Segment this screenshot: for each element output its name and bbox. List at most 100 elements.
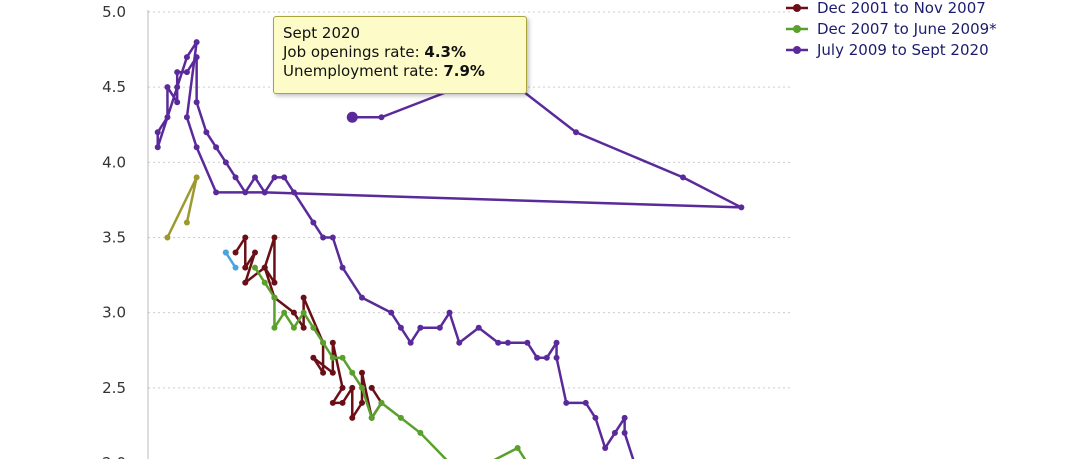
- series-july-2009-sept-2020-point: [174, 69, 181, 76]
- y-tick-label: 3.0: [102, 304, 126, 322]
- legend-item: July 2009 to Sept 2020: [786, 41, 989, 59]
- series-dec-2007-june-2009-point: [368, 414, 375, 421]
- y-tick-label: 2.5: [102, 379, 126, 397]
- series-july-2009-sept-2020-point: [378, 114, 385, 121]
- series-july-2009-sept-2020-point: [271, 174, 278, 181]
- series-dec-2007-june-2009-point: [271, 294, 278, 301]
- series-dec-2001-nov-2007-point: [339, 384, 346, 391]
- series-dec-2001-nov-2007-point: [368, 384, 375, 391]
- series-july-2009-sept-2020-point: [543, 354, 550, 361]
- series-dec-2001-nov-2007-point: [271, 279, 278, 286]
- series-july-2009-sept-2020-point: [183, 69, 190, 76]
- legend: Dec 2001 to Nov 2007 Dec 2007 to June 200…: [786, 0, 997, 59]
- series-dec-2001-nov-2007-point: [329, 399, 336, 406]
- series-dec-2007-june-2009-point: [329, 354, 336, 361]
- extra-trace-0-line: [166, 176, 198, 239]
- series-july-2009-sept-2020-point: [174, 99, 181, 106]
- series-dec-2001-nov-2007-point: [349, 414, 356, 421]
- series-july-2009-sept-2020-point: [553, 354, 560, 361]
- series-july-2009-sept-2020-point: [680, 174, 686, 181]
- series-july-2009-sept-2020-point: [242, 189, 249, 196]
- legend-item: Dec 2001 to Nov 2007: [786, 0, 986, 17]
- series-july-2009-sept-2020-point: [446, 309, 453, 316]
- y-tick-label: 4.0: [102, 153, 126, 171]
- series-dec-2001-nov-2007: [232, 234, 385, 421]
- y-tick-label: 5.0: [102, 3, 126, 21]
- series-july-2009-sept-2020-point: [164, 84, 171, 91]
- series-dec-2001-nov-2007-point: [252, 249, 258, 256]
- y-tick-label: 2.0: [102, 454, 126, 459]
- series-dec-2001-nov-2007-point: [320, 369, 327, 376]
- series-july-2009-sept-2020-point: [388, 309, 395, 316]
- series-july-2009-sept-2020-point: [495, 339, 502, 346]
- series-july-2009-sept-2020-point: [359, 294, 365, 301]
- legend-swatch-marker: [793, 46, 801, 54]
- series-dec-2007-june-2009-point: [359, 384, 365, 391]
- extra-trace-1: [222, 249, 239, 271]
- series-july-2009-sept-2020-point: [252, 174, 258, 181]
- y-tick-label: 3.5: [102, 229, 126, 247]
- series-dec-2001-nov-2007-point: [339, 399, 346, 406]
- series-july-2009-sept-2020-point: [524, 339, 531, 346]
- series-dec-2007-june-2009-line: [253, 266, 527, 459]
- series-dec-2007-june-2009-point: [281, 309, 288, 316]
- series-dec-2001-nov-2007-point: [329, 339, 336, 346]
- legend-label: Dec 2007 to June 2009*: [817, 20, 997, 38]
- tooltip-title: Sept 2020: [283, 24, 361, 42]
- series-july-2009-sept-2020: [154, 39, 745, 459]
- extra-trace-0-point: [164, 234, 171, 241]
- tooltip-line-unemployment: Unemployment rate: 7.9%: [283, 62, 517, 81]
- y-axis: 5.0 4.5 4.0 3.5 3.0 2.5 2.0: [102, 3, 149, 459]
- extra-trace-1-point: [222, 249, 229, 256]
- tooltip-unemp-value: 7.9%: [443, 62, 485, 80]
- series-july-2009-sept-2020-point: [193, 99, 200, 106]
- series-dec-2001-nov-2007-point: [349, 384, 356, 391]
- series-dec-2001-nov-2007-point: [242, 279, 249, 286]
- series-july-2009-sept-2020-point: [602, 444, 609, 451]
- series-july-2009-sept-2020-point: [213, 144, 220, 151]
- series-dec-2007-june-2009-point: [378, 399, 385, 406]
- series-july-2009-sept-2020-point: [232, 174, 239, 181]
- series-dec-2001-nov-2007-point: [242, 234, 249, 241]
- series-july-2009-sept-2020-point: [621, 414, 628, 421]
- tooltip-job-value: 4.3%: [424, 43, 467, 61]
- series-july-2009-sept-2020-point: [193, 54, 200, 61]
- legend-swatch-marker: [793, 4, 801, 12]
- legend-swatch-marker: [793, 25, 801, 33]
- series-july-2009-sept-2020-point: [164, 114, 171, 121]
- series-dec-2001-nov-2007-point: [329, 369, 336, 376]
- series-july-2009-sept-2020-point: [310, 219, 317, 226]
- series-dec-2007-june-2009-point: [300, 309, 307, 316]
- series-july-2009-sept-2020-point: [563, 399, 570, 406]
- y-tick-label: 4.5: [102, 78, 126, 96]
- series-july-2009-sept-2020-point: [339, 264, 346, 271]
- series-july-2009-sept-2020-point: [475, 324, 482, 331]
- series-dec-2007-june-2009-point: [320, 339, 327, 346]
- series-layer: [154, 39, 745, 459]
- series-dec-2007-june-2009-point: [310, 324, 317, 331]
- series-july-2009-sept-2020-point: [417, 324, 424, 331]
- series-july-2009-sept-2020-point: [154, 144, 161, 151]
- series-dec-2007-june-2009-point: [339, 354, 346, 361]
- series-july-2009-sept-2020-point: [154, 129, 161, 136]
- series-july-2009-sept-2020-point: [213, 189, 220, 196]
- series-july-2009-sept-2020-point: [397, 324, 404, 331]
- series-dec-2007-june-2009-point: [261, 279, 268, 286]
- extra-trace-0-point: [183, 219, 190, 226]
- series-dec-2007-june-2009-point: [349, 369, 356, 376]
- series-dec-2007-june-2009-point: [397, 414, 404, 421]
- series-july-2009-sept-2020-point: [436, 324, 443, 331]
- extra-trace-1-point: [232, 264, 239, 271]
- series-july-2009-sept-2020-point: [183, 54, 190, 61]
- series-july-2009-sept-2020-point: [534, 354, 541, 361]
- series-july-2009-sept-2020-point: [193, 144, 200, 151]
- series-july-2009-sept-2020-point: [592, 414, 599, 421]
- highlighted-point: [346, 111, 358, 123]
- tooltip-job-label: Job openings rate:: [283, 43, 425, 61]
- series-dec-2001-nov-2007-point: [242, 264, 249, 271]
- series-july-2009-sept-2020-point: [174, 84, 181, 91]
- series-july-2009-sept-2020-point: [553, 339, 560, 346]
- series-july-2009-sept-2020-point: [504, 339, 511, 346]
